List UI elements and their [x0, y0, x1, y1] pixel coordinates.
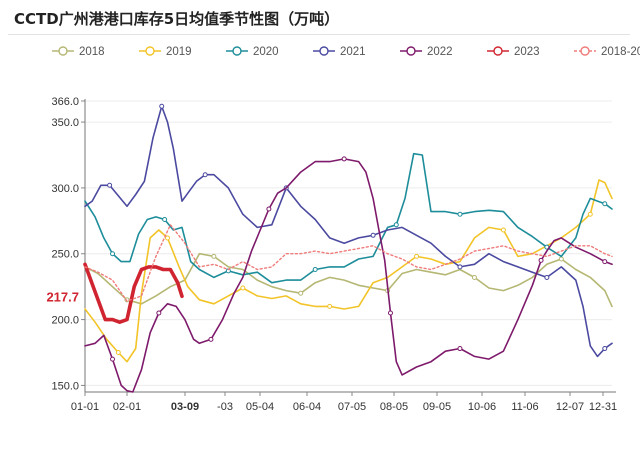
y-tick-label: 366.0	[51, 96, 79, 108]
series-line-2018	[84, 252, 613, 308]
x-tick-label: 07-05	[338, 401, 366, 413]
legend-swatch-marker	[319, 46, 329, 56]
series-point	[341, 156, 347, 162]
legend-swatch-marker	[406, 46, 416, 56]
series-point	[538, 257, 544, 263]
series-point	[107, 182, 113, 188]
series-point	[202, 172, 208, 178]
series-point	[370, 232, 376, 238]
current-value-label: 217.7	[46, 289, 79, 304]
series-point	[457, 346, 463, 352]
y-tick-label: 150.0	[51, 380, 79, 392]
legend-swatch-marker	[493, 46, 503, 56]
series-point	[500, 227, 506, 233]
legend-item-2022: 2022	[400, 46, 453, 58]
legend-item-2021: 2021	[313, 46, 366, 58]
series-point	[387, 310, 393, 316]
x-tick-label: 05-04	[246, 401, 274, 413]
x-tick-label: 06-04	[293, 401, 321, 413]
legend-swatch-marker	[580, 46, 590, 56]
chart-title: CCTD广州港港口库存5日均值季节性图（万吨）	[14, 10, 340, 28]
legend-item-2018-2022均值: 2018-2022均值	[574, 45, 640, 58]
legend-label: 2022	[427, 46, 453, 58]
title-divider	[8, 34, 630, 35]
series-point	[115, 349, 121, 355]
x-tick-label: 12-31	[589, 401, 617, 413]
y-tick-label: 250.0	[51, 249, 79, 261]
series-point	[414, 253, 420, 259]
series-point	[544, 274, 550, 280]
series-point	[312, 267, 318, 273]
series-point	[558, 256, 564, 262]
legend-item-2018: 2018	[52, 46, 105, 58]
x-tick-label: 01-01	[71, 401, 99, 413]
series-point	[110, 356, 116, 362]
x-tick-label: 08-05	[380, 401, 408, 413]
legend-swatch-marker	[58, 46, 68, 56]
series-point	[110, 251, 116, 257]
series-point	[298, 290, 304, 296]
series-point	[602, 259, 608, 265]
x-tick-label: 12-07	[556, 401, 584, 413]
legend-item-2019: 2019	[139, 46, 192, 58]
series-point	[457, 264, 463, 270]
series-point	[602, 201, 608, 207]
x-tick-label: -03	[217, 401, 233, 413]
legend-swatch-marker	[145, 46, 155, 56]
series-point	[266, 206, 272, 212]
series-point	[156, 310, 162, 316]
x-tick-label: 03-09	[171, 401, 199, 413]
series-point	[240, 285, 246, 291]
legend-swatch-marker	[232, 46, 242, 56]
legend-label: 2021	[340, 46, 366, 58]
legend-label: 2020	[253, 46, 279, 58]
legend-label: 2019	[166, 46, 192, 58]
y-tick-label: 350.0	[51, 117, 79, 129]
legend-item-2023: 2023	[487, 46, 540, 58]
series-line-2021	[84, 105, 613, 358]
series-point	[457, 211, 463, 217]
legend-label: 2018	[79, 46, 105, 58]
x-tick-label: 02-01	[113, 401, 141, 413]
legend-label: 2023	[514, 46, 540, 58]
series-point	[587, 211, 593, 217]
series-line-2023	[83, 262, 184, 325]
series-point	[602, 346, 608, 352]
series-point	[327, 303, 333, 309]
series-line-2020	[84, 152, 613, 284]
series-point	[208, 336, 214, 342]
series-line-2022	[84, 158, 613, 393]
series-point	[393, 222, 399, 228]
series-point	[159, 103, 165, 109]
x-tick-label: 11-06	[511, 401, 538, 413]
legend-label: 2018-2022均值	[601, 45, 640, 58]
series-point	[211, 253, 217, 259]
x-tick-label: 09-05	[423, 401, 451, 413]
x-tick-label: 10-06	[468, 401, 496, 413]
y-tick-label: 200.0	[51, 315, 79, 327]
series-point	[162, 217, 168, 223]
legend-item-2020: 2020	[226, 46, 279, 58]
series-point	[165, 235, 171, 241]
y-tick-label: 300.0	[51, 183, 79, 195]
series-point	[471, 274, 477, 280]
